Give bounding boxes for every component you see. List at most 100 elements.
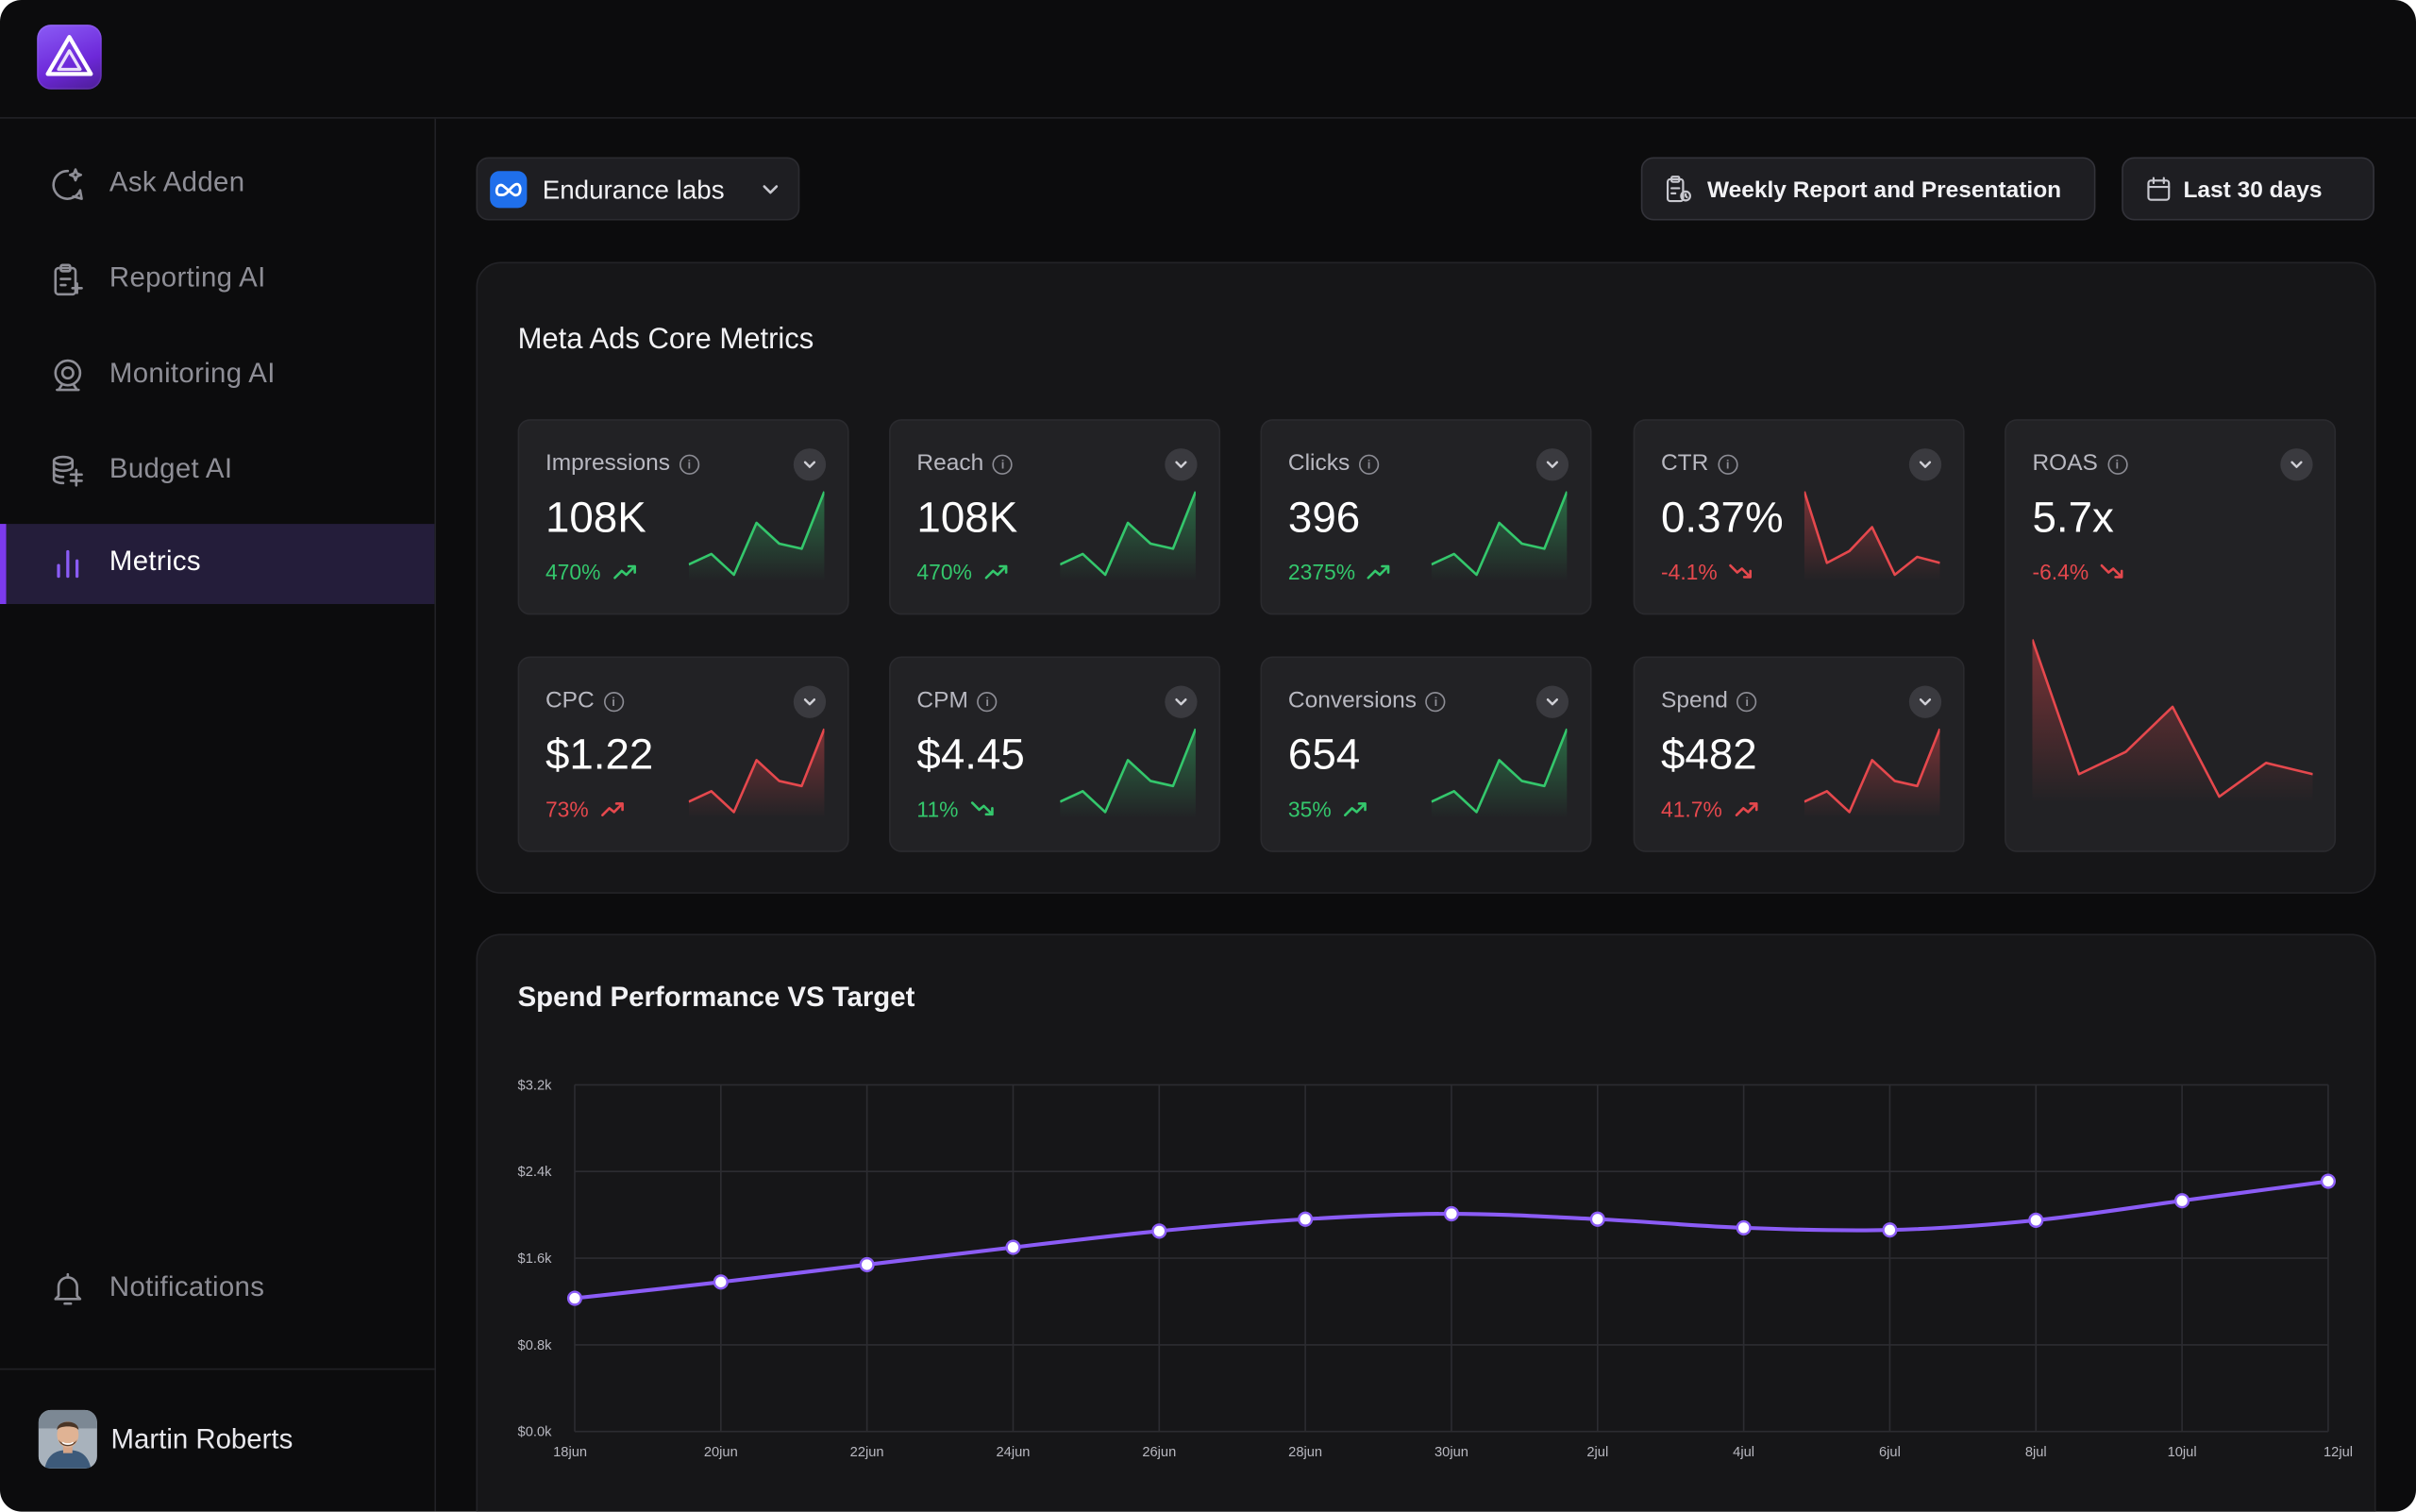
info-icon[interactable]: i: [603, 692, 624, 713]
sparkline-chart: [1804, 491, 1940, 581]
chevron-down-icon: [803, 697, 816, 706]
metric-dropdown-button[interactable]: [1908, 448, 1942, 481]
metric-card-cpm[interactable]: CPM i $4.45 11%: [889, 656, 1221, 852]
metric-name: CPM i: [916, 687, 998, 714]
chevron-down-icon: [803, 461, 816, 468]
metric-card-ctr[interactable]: CTR i 0.37% -4.1%: [1633, 419, 1965, 615]
data-point[interactable]: [1882, 1222, 1898, 1238]
metric-dropdown-button[interactable]: [1535, 685, 1569, 718]
meta-logo-icon: [490, 171, 528, 209]
info-icon[interactable]: i: [2106, 454, 2127, 475]
x-tick-label: 18jun: [553, 1445, 587, 1460]
sidebar-item-metrics[interactable]: Metrics: [0, 524, 435, 604]
chat-sparkle-icon: [52, 168, 83, 200]
metric-card-spend[interactable]: Spend i $482 41.7%: [1633, 656, 1965, 852]
metric-value: 5.7x: [2032, 493, 2114, 542]
metric-delta-text: 73%: [545, 797, 589, 822]
info-icon[interactable]: i: [977, 692, 998, 713]
info-icon[interactable]: i: [1718, 454, 1738, 475]
sparkline-line: [2032, 639, 2313, 798]
sidebar-item-notifications[interactable]: Notifications: [0, 1250, 434, 1330]
spend-panel-title: Spend Performance VS Target: [517, 981, 915, 1013]
metric-card-roas[interactable]: ROAS i 5.7x -6.4%: [2005, 419, 2337, 852]
metric-value: 108K: [545, 493, 646, 542]
data-point[interactable]: [2320, 1173, 2337, 1189]
metric-value: 396: [1287, 493, 1361, 542]
data-point[interactable]: [566, 1290, 583, 1306]
data-point[interactable]: [2028, 1212, 2044, 1228]
sparkline-area: [2032, 639, 2313, 803]
sidebar-item-label: Metrics: [109, 545, 201, 577]
sparkline-line: [1804, 728, 1940, 814]
info-icon[interactable]: i: [1736, 692, 1757, 713]
data-point[interactable]: [1443, 1205, 1460, 1222]
sparkline-chart: [1060, 728, 1196, 818]
metric-name-text: CTR: [1660, 449, 1709, 477]
avatar[interactable]: [38, 1409, 97, 1469]
metric-value: $4.45: [916, 730, 1025, 779]
data-point[interactable]: [1151, 1223, 1167, 1239]
sidebar-item-reporting-ai[interactable]: Reporting AI: [0, 241, 434, 321]
y-tick-label: $2.4k: [518, 1165, 553, 1180]
metric-dropdown-button[interactable]: [793, 448, 827, 481]
metric-value: $482: [1660, 730, 1757, 779]
data-point[interactable]: [2174, 1193, 2190, 1209]
data-point[interactable]: [713, 1274, 729, 1290]
sidebar-item-monitoring-ai[interactable]: Monitoring AI: [0, 336, 434, 416]
metric-name-text: CPC: [545, 687, 595, 714]
info-icon[interactable]: i: [993, 454, 1014, 475]
chevron-down-icon: [1919, 697, 1932, 706]
coins-icon: [52, 455, 83, 487]
info-icon[interactable]: i: [1358, 454, 1380, 475]
triangle-logo-icon[interactable]: [37, 25, 102, 90]
sparkline-chart: [688, 728, 825, 818]
data-point[interactable]: [1736, 1219, 1752, 1235]
date-range-button[interactable]: Last 30 days: [2122, 157, 2374, 221]
chevron-down-icon: [1175, 697, 1187, 706]
metric-card-conversions[interactable]: Conversions i 654 35%: [1260, 656, 1592, 852]
metric-delta-text: 35%: [1287, 797, 1332, 822]
sidebar: Ask Adden Reporting AI Monitoring AI Bud…: [0, 118, 437, 1512]
trend-up-icon: [1735, 802, 1757, 816]
metric-card-impressions[interactable]: Impressions i 108K 470%: [517, 419, 849, 615]
metric-delta-text: 2375%: [1287, 559, 1356, 584]
calendar-icon: [2147, 176, 2171, 201]
sparkline-area: [688, 491, 825, 581]
x-tick-label: 8jul: [2025, 1445, 2047, 1460]
metric-delta: -6.4%: [2032, 560, 2125, 584]
metric-dropdown-button[interactable]: [1165, 685, 1198, 718]
metric-card-reach[interactable]: Reach i 108K 470%: [889, 419, 1221, 615]
account-selector[interactable]: Endurance labs: [476, 157, 800, 221]
sidebar-item-budget-ai[interactable]: Budget AI: [0, 431, 434, 512]
info-icon[interactable]: i: [679, 454, 699, 475]
metric-dropdown-button[interactable]: [1165, 448, 1198, 481]
data-point[interactable]: [1298, 1211, 1314, 1227]
sidebar-item-ask-adden[interactable]: Ask Adden: [0, 144, 434, 225]
data-point[interactable]: [1005, 1239, 1021, 1255]
trend-up-icon: [1367, 564, 1391, 580]
weekly-report-button[interactable]: Weekly Report and Presentation: [1640, 157, 2096, 221]
data-point[interactable]: [859, 1256, 875, 1273]
chevron-down-icon: [1546, 697, 1559, 706]
metric-card-clicks[interactable]: Clicks i 396 2375%: [1260, 419, 1592, 615]
spend-line-chart: $0.0k $0.8k $1.6k $2.4k $3.2k 18jun 20jun 22jun…: [518, 1078, 2353, 1460]
data-point[interactable]: [1589, 1211, 1605, 1227]
metric-delta: 73%: [545, 797, 626, 821]
user-name[interactable]: Martin Roberts: [110, 1423, 294, 1455]
metric-dropdown-button[interactable]: [1535, 448, 1569, 481]
info-icon[interactable]: i: [1425, 692, 1447, 713]
sparkline-line: [1060, 728, 1196, 814]
metric-dropdown-button[interactable]: [2280, 448, 2313, 481]
metric-delta-text: 470%: [916, 559, 972, 584]
metric-dropdown-button[interactable]: [793, 685, 827, 718]
sparkline-chart: [2032, 639, 2313, 803]
metric-dropdown-button[interactable]: [1908, 685, 1942, 718]
chevron-down-icon: [1175, 461, 1187, 468]
x-tick-label: 22jun: [850, 1445, 884, 1460]
trend-down-icon: [2101, 563, 2124, 579]
metric-card-cpc[interactable]: CPC i $1.22 73%: [517, 656, 849, 852]
metric-name-text: Spend: [1660, 687, 1728, 714]
y-tick-label: $0.8k: [518, 1338, 553, 1353]
sparkline-line: [1431, 491, 1568, 577]
